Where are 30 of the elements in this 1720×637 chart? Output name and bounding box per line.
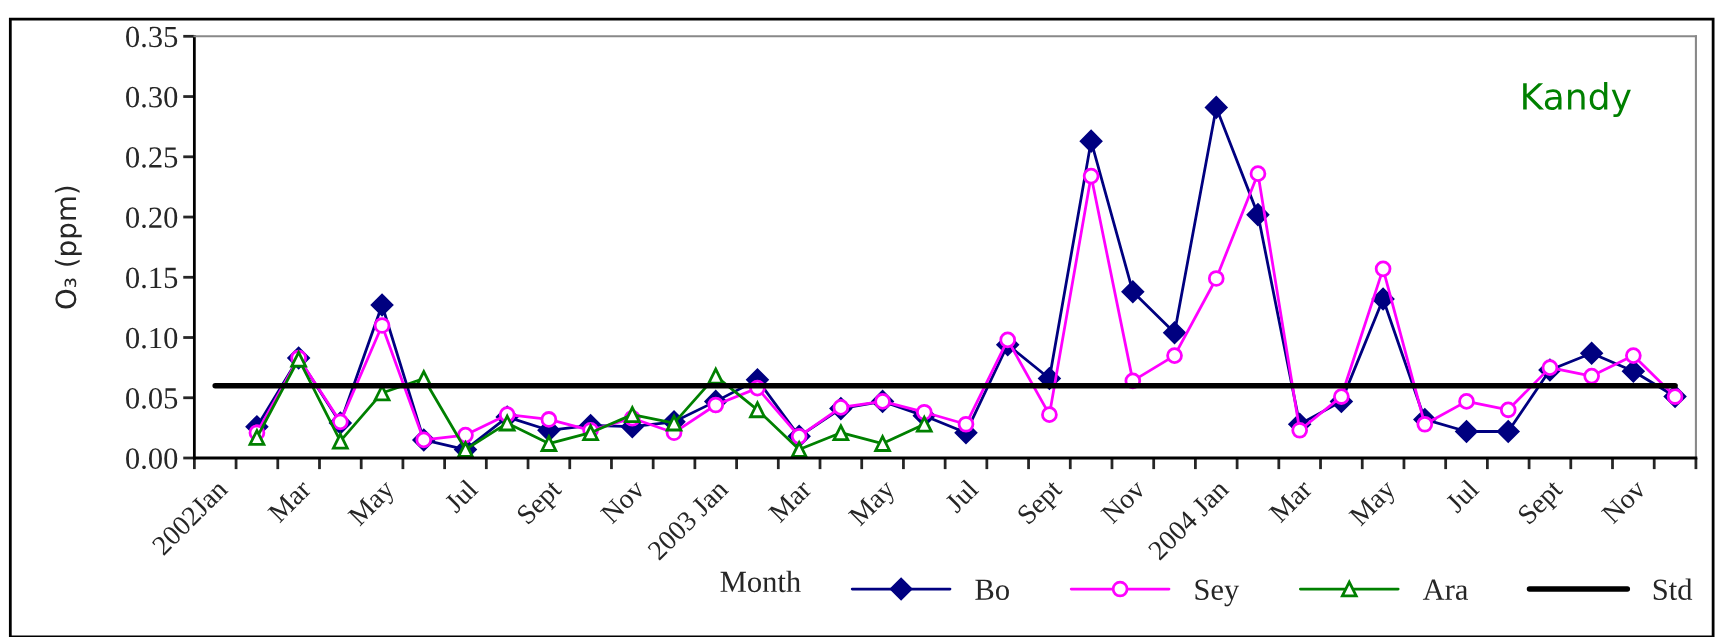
y-tick-label: 0.20 (126, 207, 178, 229)
annotation: Kandy (1523, 82, 1631, 118)
x-tick-label: Sept (1016, 478, 1068, 529)
legend-label: Bo (975, 579, 1009, 601)
x-tick-label: May (347, 478, 400, 531)
x-tick-label: May (847, 478, 901, 531)
x-tick-label: Nov (1600, 478, 1648, 525)
legend-label: Std (1653, 578, 1693, 601)
x-tick-label: Nov (1100, 478, 1147, 525)
y-axis-title: O₃ (ppm) (54, 186, 82, 309)
y-tick-label: 0.35 (126, 26, 178, 48)
legend-label: Ara (1422, 579, 1468, 601)
y-tick-label: 0.10 (126, 327, 178, 349)
legend-label: Sey (1195, 579, 1240, 607)
x-tick-label: Jul (1444, 477, 1480, 514)
y-tick-label: 0.00 (126, 448, 178, 470)
x-tick-label: Mar (1268, 478, 1314, 524)
y-tick-label: 0.15 (126, 267, 178, 289)
x-tick-label: Jul (442, 477, 479, 514)
x-tick-label: Mar (267, 478, 313, 524)
x-tick-label: May (1348, 478, 1401, 531)
y-tick-label: 0.25 (126, 147, 178, 168)
x-tick-label: Nov (599, 478, 647, 525)
x-tick-label: Sept (515, 478, 567, 529)
x-tick-label: Jul (943, 477, 980, 514)
y-tick-label: 0.05 (126, 388, 178, 409)
x-axis-title: Month (720, 570, 801, 593)
x-tick-label: Sept (1516, 478, 1568, 529)
y-tick-label: 0.30 (126, 86, 178, 108)
x-tick-label: Mar (767, 478, 813, 524)
